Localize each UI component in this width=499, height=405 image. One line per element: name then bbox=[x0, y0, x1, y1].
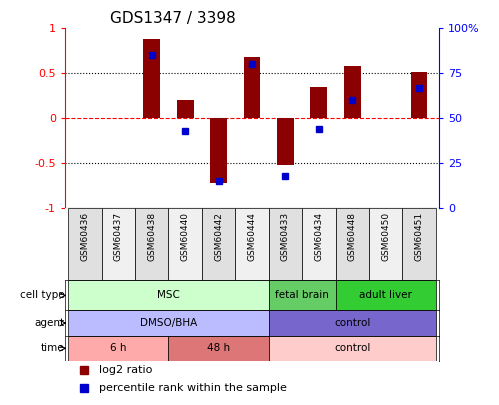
Text: MSC: MSC bbox=[157, 290, 180, 301]
Text: GSM60450: GSM60450 bbox=[381, 212, 390, 261]
Text: cell type: cell type bbox=[19, 290, 64, 301]
Text: DMSO/BHA: DMSO/BHA bbox=[140, 318, 197, 328]
Bar bbox=[268, 280, 335, 311]
Bar bbox=[202, 209, 236, 280]
Bar bbox=[68, 336, 169, 361]
Text: fetal brain: fetal brain bbox=[275, 290, 329, 301]
Bar bbox=[102, 209, 135, 280]
Text: control: control bbox=[334, 343, 370, 353]
Bar bbox=[210, 118, 227, 183]
Bar bbox=[268, 311, 436, 336]
Bar bbox=[268, 209, 302, 280]
Text: agent: agent bbox=[34, 318, 64, 328]
Bar bbox=[335, 209, 369, 280]
Bar bbox=[236, 209, 268, 280]
Text: GSM60440: GSM60440 bbox=[181, 212, 190, 261]
Text: GSM60451: GSM60451 bbox=[415, 212, 424, 261]
Bar bbox=[135, 209, 169, 280]
Bar bbox=[335, 280, 436, 311]
Text: percentile rank within the sample: percentile rank within the sample bbox=[99, 383, 286, 393]
Bar bbox=[302, 209, 335, 280]
Bar bbox=[177, 100, 194, 118]
Bar bbox=[68, 280, 268, 311]
Text: GSM60448: GSM60448 bbox=[348, 212, 357, 261]
Text: GSM60438: GSM60438 bbox=[147, 212, 156, 261]
Bar bbox=[310, 87, 327, 118]
Bar bbox=[68, 311, 268, 336]
Text: GDS1347 / 3398: GDS1347 / 3398 bbox=[110, 11, 236, 26]
Text: GSM60433: GSM60433 bbox=[281, 212, 290, 261]
Text: 48 h: 48 h bbox=[207, 343, 230, 353]
Text: GSM60444: GSM60444 bbox=[248, 212, 256, 261]
Text: adult liver: adult liver bbox=[359, 290, 412, 301]
Bar bbox=[369, 209, 402, 280]
Text: log2 ratio: log2 ratio bbox=[99, 365, 152, 375]
Bar bbox=[277, 118, 294, 165]
Bar bbox=[268, 336, 436, 361]
Bar bbox=[169, 209, 202, 280]
Bar bbox=[244, 57, 260, 118]
Text: GSM60434: GSM60434 bbox=[314, 212, 323, 261]
Text: control: control bbox=[334, 318, 370, 328]
Text: GSM60437: GSM60437 bbox=[114, 212, 123, 261]
Bar bbox=[402, 209, 436, 280]
Text: 6 h: 6 h bbox=[110, 343, 127, 353]
Bar bbox=[68, 209, 102, 280]
Bar bbox=[143, 39, 160, 118]
Bar bbox=[344, 66, 361, 118]
Bar bbox=[169, 336, 268, 361]
Text: GSM60436: GSM60436 bbox=[80, 212, 89, 261]
Text: time: time bbox=[40, 343, 64, 353]
Text: GSM60442: GSM60442 bbox=[214, 212, 223, 261]
Bar bbox=[411, 72, 428, 118]
